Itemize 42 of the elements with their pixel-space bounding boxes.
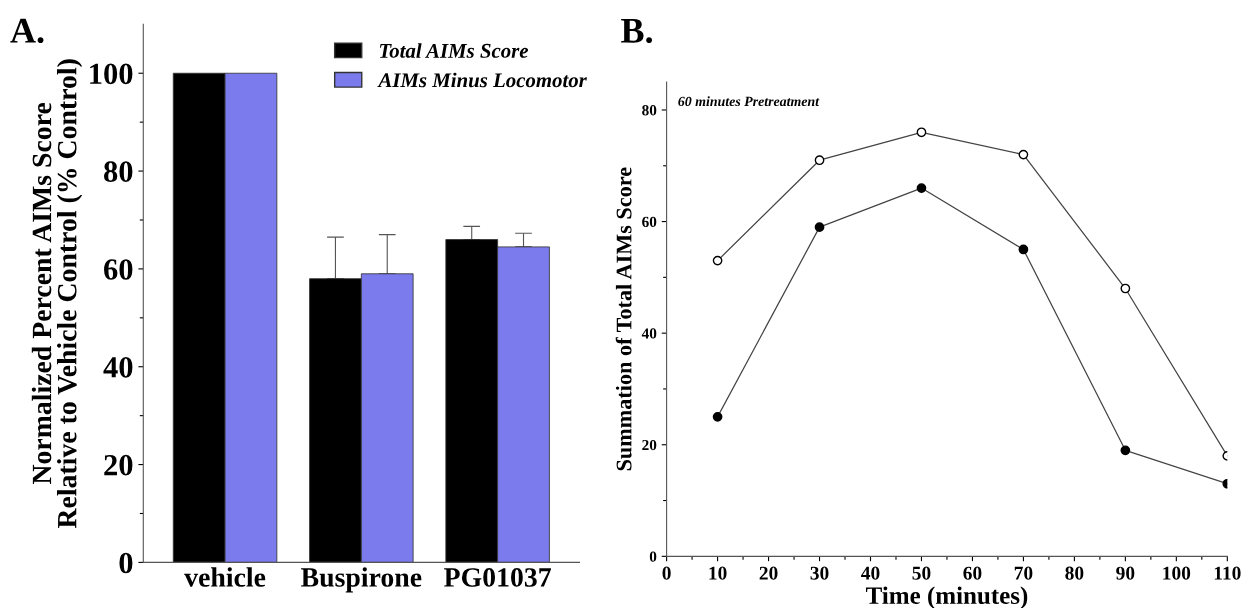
point <box>712 255 723 266</box>
x-tick-label: 10 <box>709 566 727 580</box>
x-tick-label: 30 <box>810 566 829 580</box>
x-tick-label: PG01037 <box>444 568 551 587</box>
y-tick-label: 60 <box>642 216 657 228</box>
y-tick-label: 60 <box>104 259 133 280</box>
x-tick-label: vehicle <box>184 567 266 587</box>
y-tick-label: 0 <box>649 551 657 562</box>
point <box>814 155 825 166</box>
x-tick-label: 50 <box>912 566 931 580</box>
y-axis-title: Normalized Percent AIMs Score Relative to Vehicle Control (% Control) <box>31 59 83 529</box>
annotation: 60 minutes Pretreatment <box>678 96 820 107</box>
y-axis-title: Summation of Total AIMs Score <box>615 167 632 471</box>
y-tick-label: 20 <box>642 439 657 451</box>
x-tick-label: 80 <box>1065 566 1084 580</box>
point <box>1018 149 1029 160</box>
x-tick-label: 110 <box>1214 566 1241 580</box>
y-tick-label: 80 <box>642 105 657 116</box>
x-tick-label: 100 <box>1163 566 1191 580</box>
y-tick-label: 80 <box>104 161 133 182</box>
x-tick-label: 20 <box>759 566 778 580</box>
point <box>916 127 927 138</box>
x-tick-label: 0 <box>662 566 671 580</box>
y-tick-label: 40 <box>641 328 657 339</box>
point <box>814 222 825 233</box>
chart-title: A. <box>10 18 44 44</box>
x-tick-label: 60 <box>963 566 982 580</box>
chart-title: B. <box>621 18 653 44</box>
x-tick-label: Buspirone <box>301 567 422 593</box>
point <box>1018 244 1029 255</box>
y-tick-label: 20 <box>104 454 133 476</box>
point <box>1120 445 1131 456</box>
point <box>712 411 723 422</box>
x-tick-label: 70 <box>1014 566 1033 580</box>
legend-label: AIMs Minus Locomotor <box>377 72 587 88</box>
point <box>1120 283 1131 294</box>
point <box>916 183 927 193</box>
y-tick-label: 100 <box>90 63 133 85</box>
legend-label: Total AIMs Score <box>379 43 529 58</box>
x-tick-label: 40 <box>861 566 880 580</box>
y-tick-label: 40 <box>103 357 133 378</box>
x-tick-label: 90 <box>1116 566 1135 580</box>
